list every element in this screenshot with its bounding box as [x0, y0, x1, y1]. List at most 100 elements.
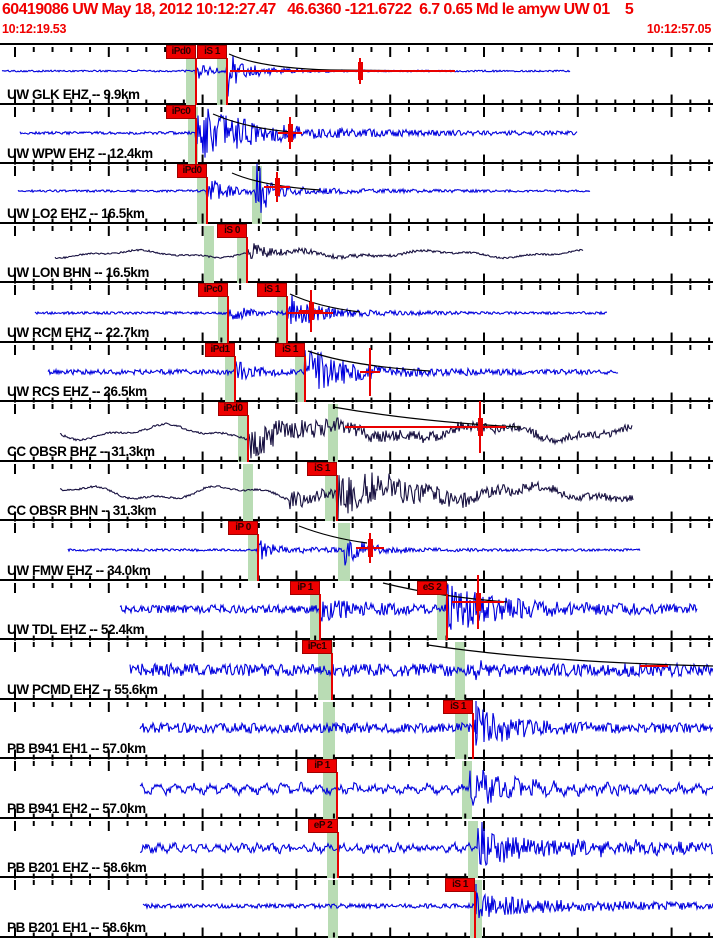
pick-flag[interactable]: iS 1 — [307, 461, 337, 476]
coda-decay-curve — [307, 350, 431, 372]
pick-uncertainty-band — [328, 880, 338, 938]
pick-uncertainty-band — [455, 701, 468, 760]
pick-time-line — [206, 177, 208, 224]
station-label: PB B201 EHZ -- 58.6km — [7, 860, 147, 876]
station-label: UW RCM EHZ -- 22.7km — [7, 324, 150, 340]
station-label: UW LON BHN -- 16.5km — [7, 265, 150, 281]
pick-flag[interactable]: eS 2 — [417, 580, 447, 595]
amplitude-marker-blob — [476, 592, 481, 611]
coda-decay-curve — [298, 525, 368, 544]
pick-flag[interactable]: iP 1 — [307, 759, 337, 774]
waveform-canvas[interactable] — [0, 106, 713, 165]
pick-flag[interactable]: iS 0 — [217, 223, 247, 238]
trace-panel: iPd0 iS 1 UW GLK EHZ -- 9.9km iPc0 UW WPW EH… — [0, 43, 713, 938]
amplitude-marker-blob — [478, 418, 483, 437]
trace-row: iP 1 eS 2 UW TDL EHZ -- 52.4km — [0, 574, 713, 641]
event-header: 60419086 UW May 18, 2012 10:12:27.47 46.… — [2, 1, 634, 18]
station-label: PB B201 EH1 -- 58.6km — [7, 919, 146, 935]
amplitude-marker-bar — [360, 370, 380, 373]
station-label: UW PCMD EHZ -- 55.6km — [7, 681, 158, 697]
trace-row: iS 0 UW LON BHN -- 16.5km — [0, 221, 713, 284]
pick-time-line — [246, 236, 248, 284]
coda-decay-curve — [228, 53, 431, 72]
trace-row: iP 0 UW FMW EHZ -- 34.0km — [0, 519, 713, 581]
pick-time-line — [331, 653, 333, 700]
pick-time-line — [474, 891, 476, 938]
pick-uncertainty-band — [197, 166, 207, 224]
waveform-canvas[interactable] — [0, 344, 713, 403]
pick-uncertainty-band — [252, 166, 262, 224]
pick-uncertainty-band — [323, 761, 337, 819]
waveform-canvas[interactable] — [0, 225, 713, 284]
waveform-canvas[interactable] — [0, 404, 713, 462]
station-label: CC OBSR BHZ -- 31.3km — [7, 443, 155, 459]
pick-flag[interactable]: iS 1 — [275, 342, 305, 357]
pick-flag[interactable]: iPc1 — [302, 640, 332, 655]
pick-uncertainty-band — [188, 106, 198, 165]
pick-time-line — [257, 534, 259, 581]
pick-uncertainty-band — [328, 404, 338, 462]
pick-time-line — [304, 355, 306, 403]
pick-flag[interactable]: iS 1 — [197, 45, 227, 59]
station-label: UW GLK EHZ -- 9.9km — [7, 86, 140, 102]
amplitude-marker-blob — [358, 62, 363, 80]
station-label: UW FMW EHZ -- 34.0km — [7, 562, 151, 578]
pick-flag[interactable]: iPd0 — [177, 164, 207, 179]
amplitude-marker-blob — [288, 123, 293, 142]
trace-row: iS 1 PB B941 EH1 -- 57.0km — [0, 697, 713, 760]
pick-flag[interactable]: eP 2 — [308, 818, 338, 833]
trace-row: iPd0 UW LO2 EHZ -- 16.5km — [0, 162, 713, 224]
station-label: PB B941 EH2 -- 57.0km — [7, 800, 146, 816]
pick-time-line — [336, 772, 338, 819]
pick-flag[interactable]: iPc0 — [198, 283, 228, 298]
trace-row: eP 2 PB B201 EHZ -- 58.6km — [0, 816, 713, 879]
pick-uncertainty-band — [248, 523, 258, 581]
pick-time-line — [319, 593, 321, 641]
window-end-time: 10:12:57.05 — [646, 22, 711, 36]
waveform-canvas[interactable] — [0, 700, 713, 760]
station-label: UW TDL EHZ -- 52.4km — [7, 622, 145, 638]
pick-flag[interactable]: iPd0 — [166, 45, 196, 59]
pick-flag[interactable]: iPd0 — [218, 402, 248, 417]
waveform-canvas[interactable] — [0, 285, 713, 343]
waveform-canvas[interactable] — [0, 820, 713, 879]
amplitude-marker-blob — [368, 539, 373, 558]
station-label: CC OBSR BHN -- 31.3km — [7, 503, 157, 519]
waveform-canvas[interactable] — [0, 880, 713, 938]
pick-flag[interactable]: iPc0 — [166, 104, 196, 119]
trace-row: iPc0 iS 1 UW RCM EHZ -- 22.7km — [0, 281, 713, 343]
pick-uncertainty-band — [295, 344, 305, 403]
pick-time-line — [446, 593, 448, 641]
station-label: PB B941 EH1 -- 57.0km — [7, 741, 146, 757]
pick-uncertainty-band — [243, 463, 253, 522]
pick-flag[interactable]: iS 1 — [257, 283, 287, 298]
amplitude-baseline — [230, 70, 455, 72]
amplitude-marker-blob — [309, 302, 314, 321]
pick-uncertainty-band — [225, 344, 235, 403]
pick-time-line — [227, 296, 229, 343]
trace-row: iS 1 PB B201 EH1 -- 58.6km — [0, 876, 713, 938]
waveform-canvas[interactable] — [0, 523, 713, 581]
waveform-canvas[interactable] — [0, 642, 713, 700]
trace-row: iPd0 iS 1 UW GLK EHZ -- 9.9km — [0, 43, 713, 105]
coda-decay-curve — [427, 644, 713, 667]
pick-uncertainty-band — [238, 404, 248, 462]
pick-flag[interactable]: iS 1 — [443, 699, 473, 714]
pick-time-line — [336, 474, 338, 522]
pick-uncertainty-band — [277, 285, 287, 343]
pick-uncertainty-band — [468, 820, 478, 879]
pick-time-line — [337, 831, 339, 879]
trace-row: iPd1 iS 1 UW RCS EHZ -- 26.5km — [0, 340, 713, 403]
pick-flag[interactable]: iPd1 — [205, 342, 235, 357]
coda-decay-curve — [231, 172, 321, 191]
trace-row: iP 1 PB B941 EH2 -- 57.0km — [0, 757, 713, 819]
pick-time-line — [226, 58, 228, 105]
amplitude-baseline — [345, 426, 506, 429]
pick-flag[interactable]: iP 1 — [290, 580, 320, 595]
pick-flag[interactable]: iP 0 — [228, 521, 258, 536]
pick-uncertainty-band — [437, 582, 447, 641]
pick-flag[interactable]: iS 1 — [445, 878, 475, 893]
pick-time-line — [472, 712, 474, 760]
station-label: UW WPW EHZ -- 12.4km — [7, 146, 153, 162]
